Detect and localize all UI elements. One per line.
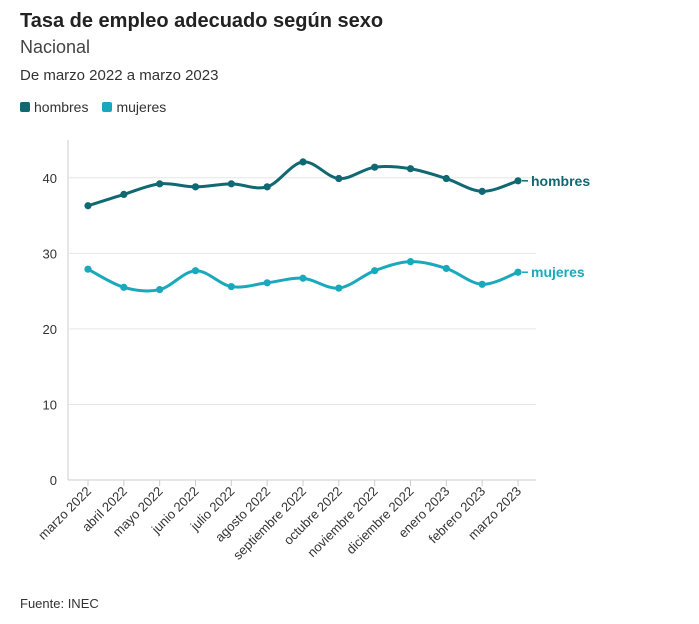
series-end-label-mujeres: mujeres bbox=[531, 264, 585, 280]
data-point-hombres-12 bbox=[514, 177, 522, 185]
source-note: Fuente: INEC bbox=[20, 596, 99, 611]
y-tick-label-20: 20 bbox=[43, 322, 57, 337]
data-point-mujeres-10 bbox=[442, 264, 450, 273]
legend-label-mujeres: mujeres bbox=[116, 99, 167, 115]
data-point-hombres-0 bbox=[84, 202, 92, 210]
legend-swatch-mujeres bbox=[102, 102, 113, 112]
data-point-hombres-6 bbox=[299, 158, 307, 166]
chart-subtitle: Nacional bbox=[20, 37, 91, 57]
data-point-mujeres-12 bbox=[514, 268, 522, 276]
legend-swatch-hombres bbox=[20, 102, 30, 112]
data-point-hombres-3 bbox=[191, 183, 200, 191]
data-point-mujeres-6 bbox=[299, 274, 307, 282]
data-point-hombres-1 bbox=[120, 190, 128, 198]
data-point-mujeres-7 bbox=[335, 284, 343, 292]
data-point-mujeres-9 bbox=[406, 258, 415, 266]
data-point-mujeres-5 bbox=[263, 279, 271, 287]
legend-item-mujeres[interactable]: mujeres bbox=[102, 99, 166, 115]
legend: hombres mujeres bbox=[20, 99, 166, 115]
data-point-mujeres-4 bbox=[227, 282, 235, 291]
y-tick-label-40: 40 bbox=[43, 171, 57, 186]
data-point-hombres-10 bbox=[442, 174, 450, 183]
data-point-hombres-4 bbox=[227, 180, 235, 188]
series-line-hombres bbox=[87, 160, 519, 208]
data-point-mujeres-3 bbox=[191, 267, 200, 275]
data-point-mujeres-0 bbox=[84, 265, 92, 273]
data-point-hombres-8 bbox=[371, 163, 379, 171]
series-end-label-hombres: hombres bbox=[531, 173, 590, 189]
y-tick-label-0: 0 bbox=[50, 473, 57, 488]
chart-title: Tasa de empleo adecuado según sexo bbox=[20, 10, 384, 32]
y-tick-label-30: 30 bbox=[43, 246, 57, 261]
data-point-hombres-5 bbox=[263, 183, 271, 191]
data-point-mujeres-11 bbox=[478, 280, 486, 288]
data-point-mujeres-8 bbox=[371, 267, 379, 275]
data-point-hombres-2 bbox=[156, 180, 164, 188]
data-point-hombres-7 bbox=[335, 174, 343, 183]
x-tick-label-0: marzo 2022 bbox=[35, 484, 94, 543]
chart-period: De marzo 2022 a marzo 2023 bbox=[20, 67, 219, 84]
data-point-hombres-9 bbox=[406, 165, 415, 173]
data-point-mujeres-1 bbox=[120, 283, 128, 291]
legend-item-hombres[interactable]: hombres bbox=[20, 99, 88, 115]
legend-label-hombres: hombres bbox=[34, 99, 89, 115]
y-tick-label-10: 10 bbox=[43, 397, 57, 412]
data-point-mujeres-2 bbox=[156, 286, 164, 294]
data-point-hombres-11 bbox=[478, 187, 486, 195]
